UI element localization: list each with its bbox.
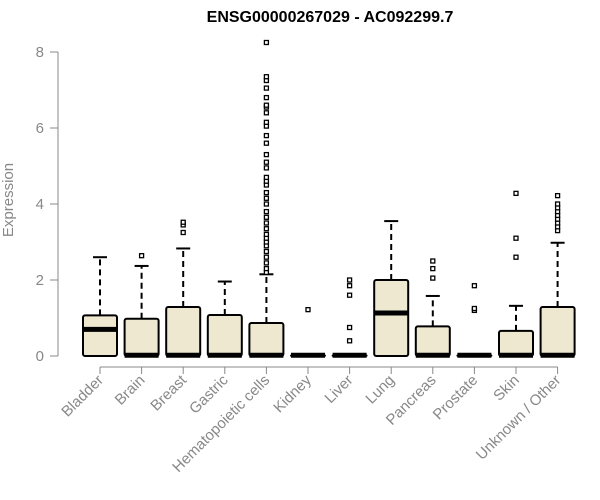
boxes-group	[82, 39, 576, 358]
outlier-point	[346, 277, 353, 283]
chart-title: ENSG00000267029 - AC092299.7	[207, 9, 454, 26]
box-kidney	[290, 306, 326, 358]
outlier-point	[346, 283, 353, 289]
outlier-point	[263, 201, 270, 207]
box-body	[206, 313, 243, 357]
box-gastric	[206, 280, 243, 358]
outlier-point	[263, 74, 270, 80]
outlier-point	[263, 151, 270, 158]
box-body	[165, 305, 202, 358]
outlier-point	[263, 226, 270, 232]
outlier-point	[263, 248, 270, 255]
outlier-point	[263, 220, 270, 226]
box-breast	[165, 219, 202, 358]
outlier-point	[430, 265, 436, 272]
box-prostate	[456, 283, 493, 358]
outlier-point	[180, 219, 186, 225]
outlier-point	[554, 201, 561, 207]
outlier-point	[471, 305, 478, 312]
outlier-point	[263, 85, 270, 91]
outlier-point	[263, 102, 270, 108]
outlier-point	[346, 338, 353, 344]
box-body	[414, 325, 451, 357]
y-tick-label: 4	[36, 196, 44, 213]
x-tick-label: Skin	[490, 372, 523, 405]
outlier-point	[263, 189, 270, 196]
y-tick-label: 0	[36, 348, 44, 365]
y-tick-label: 6	[36, 120, 44, 137]
box-body	[373, 279, 410, 357]
outlier-point	[263, 254, 270, 260]
outlier-point	[430, 258, 436, 264]
outlier-point	[263, 39, 270, 46]
x-tick-label: Prostate	[430, 372, 482, 424]
outlier-point	[263, 159, 270, 165]
outlier-point	[346, 324, 353, 331]
outlier-point	[263, 265, 270, 272]
box-body	[123, 317, 160, 358]
outlier-point	[471, 283, 478, 289]
outlier-point	[554, 192, 561, 199]
outlier-point	[513, 190, 519, 197]
box-hematopoietic-cells	[248, 39, 285, 358]
outlier-point	[263, 94, 270, 101]
y-tick-label: 2	[36, 272, 44, 289]
box-skin	[498, 190, 534, 358]
box-brain	[123, 253, 160, 358]
outlier-point	[346, 292, 353, 298]
outlier-point	[263, 214, 270, 220]
box-body	[248, 321, 285, 358]
box-bladder	[82, 256, 118, 357]
x-tick-label: Lung	[362, 372, 398, 408]
outlier-point	[513, 235, 519, 241]
outlier-point	[263, 231, 270, 238]
outlier-point	[263, 195, 270, 201]
x-tick-label: Brain	[112, 372, 149, 409]
box-unknown-other	[539, 192, 576, 358]
y-tick-label: 8	[36, 44, 44, 61]
outlier-point	[180, 229, 186, 236]
x-tick-label: Kidney	[270, 371, 315, 416]
outlier-point	[263, 132, 270, 139]
outlier-point	[263, 208, 270, 215]
x-tick-label: Bladder	[58, 372, 107, 421]
box-pancreas	[414, 258, 451, 358]
outlier-point	[305, 306, 311, 313]
box-body	[82, 314, 118, 357]
x-tick-label: Liver	[321, 372, 356, 407]
outlier-point	[430, 275, 436, 281]
outlier-point	[263, 110, 270, 116]
outlier-point	[263, 119, 270, 125]
outlier-point	[263, 174, 270, 181]
outlier-point	[263, 260, 270, 266]
outlier-point	[263, 140, 270, 146]
outlier-point	[263, 165, 270, 171]
outlier-point	[138, 253, 145, 259]
outlier-point	[513, 254, 519, 260]
box-body	[498, 329, 534, 358]
box-liver	[331, 277, 368, 358]
y-axis-label: Expression	[0, 163, 17, 237]
y-axis: 0 2 4 6 8	[36, 44, 59, 365]
box-lung	[373, 220, 410, 357]
x-tick-label: Breast	[147, 371, 190, 414]
box-body	[539, 305, 576, 358]
